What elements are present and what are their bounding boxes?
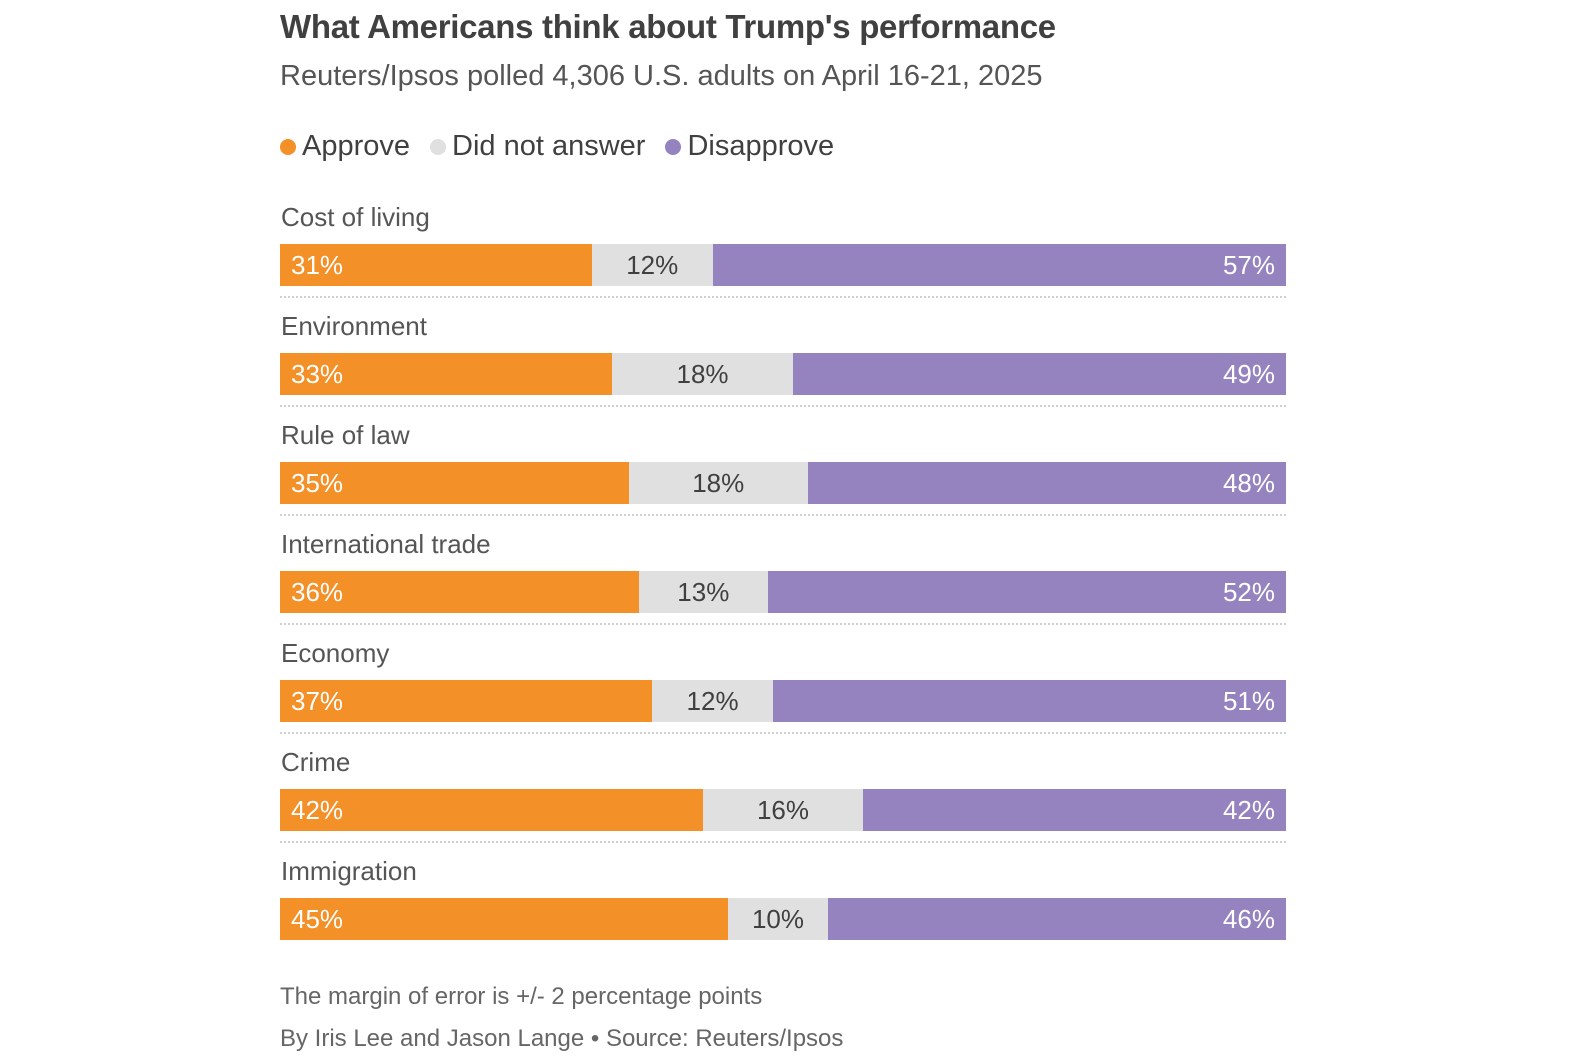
data-label: 18% (692, 468, 745, 498)
chart-title: What Americans think about Trump's perfo… (280, 8, 1056, 45)
data-label: 33% (291, 359, 344, 389)
disapprove-segment: 48% (807, 462, 1286, 504)
legend: Approve Did not answer Disapprove (280, 130, 854, 163)
did-not-answer-segment: 12% (591, 244, 713, 286)
approve-segment: 36% (280, 571, 639, 613)
stacked-bar: 45% 10% 46% (280, 898, 1286, 940)
data-label: 10% (751, 904, 805, 934)
row-divider (280, 405, 1286, 407)
row-divider (280, 841, 1286, 843)
did-not-answer-segment: 13% (638, 571, 769, 613)
data-label: 31% (291, 250, 344, 280)
footnote: The margin of error is +/- 2 percentage … (280, 983, 763, 1010)
stacked-bar: 33% 18% 49% (280, 353, 1286, 395)
data-label: 52% (1222, 577, 1275, 607)
disapprove-segment: 49% (793, 353, 1286, 395)
stacked-bar: 35% 18% 48% (280, 462, 1286, 504)
data-label: 35% (291, 468, 344, 498)
approve-segment: 35% (280, 462, 629, 504)
disapprove-segment: 52% (768, 571, 1286, 613)
approve-segment: 31% (280, 244, 592, 286)
did-not-answer-segment: 18% (611, 353, 794, 395)
row-divider (280, 296, 1286, 298)
category-label: Economy (281, 638, 390, 668)
did-not-answer-segment: 18% (628, 462, 808, 504)
approve-segment: 37% (280, 680, 653, 722)
data-label: 16% (756, 795, 810, 825)
bar-row: Immigration 45% 10% 46% (280, 854, 1286, 963)
data-label: 18% (676, 359, 729, 389)
chart-subtitle: Reuters/Ipsos polled 4,306 U.S. adults o… (280, 60, 1043, 92)
disapprove-segment: 42% (863, 789, 1286, 831)
disapprove-segment: 46% (827, 898, 1286, 940)
category-label: Rule of law (281, 420, 410, 450)
bar-row: International trade 36% 13% 52% (280, 527, 1286, 636)
bar-rows: Cost of living 31% 12% 57% Environment 33% 18%… (280, 200, 1286, 963)
approve-segment: 42% (280, 789, 703, 831)
legend-dot-icon (430, 138, 447, 155)
stacked-bar: 37% 12% 51% (280, 680, 1286, 722)
stacked-bar: 36% 13% 52% (280, 571, 1286, 613)
data-label: 42% (1222, 795, 1275, 825)
stacked-bar: 42% 16% 42% (280, 789, 1286, 831)
data-label: 57% (1222, 250, 1275, 280)
data-label: 13% (677, 577, 730, 607)
bar-row: Crime 42% 16% 42% (280, 745, 1286, 854)
approve-segment: 45% (280, 898, 729, 940)
category-label: Cost of living (281, 202, 430, 232)
bar-row: Cost of living 31% 12% 57% (280, 200, 1286, 309)
did-not-answer-segment: 16% (702, 789, 864, 831)
byline: By Iris Lee and Jason Lange • Source: Re… (280, 1025, 844, 1052)
approve-segment: 33% (280, 353, 612, 395)
did-not-answer-segment: 10% (728, 898, 828, 940)
data-label: 37% (291, 686, 344, 716)
disapprove-segment: 51% (772, 680, 1286, 722)
data-label: 12% (626, 250, 679, 280)
legend-item-disapprove: Disapprove (665, 130, 834, 163)
legend-item-approve: Approve (280, 130, 410, 163)
data-label: 36% (291, 577, 344, 607)
data-label: 48% (1222, 468, 1275, 498)
row-divider (280, 732, 1286, 734)
legend-label: Disapprove (687, 130, 835, 162)
legend-dot-icon (280, 138, 296, 155)
legend-label: Did not answer (452, 130, 646, 162)
row-divider (280, 514, 1286, 516)
legend-dot-icon (665, 138, 682, 155)
data-label: 49% (1222, 359, 1275, 389)
data-label: 12% (686, 686, 739, 716)
bar-row: Rule of law 35% 18% 48% (280, 418, 1286, 527)
data-label: 46% (1222, 904, 1275, 934)
category-label: Environment (281, 311, 427, 341)
data-label: 45% (291, 904, 344, 934)
data-label: 51% (1222, 686, 1275, 716)
data-label: 42% (291, 795, 344, 825)
disapprove-segment: 57% (712, 244, 1286, 286)
did-not-answer-segment: 12% (652, 680, 773, 722)
category-label: Immigration (281, 856, 417, 886)
category-label: Crime (281, 747, 351, 777)
category-label: International trade (281, 529, 491, 559)
legend-label: Approve (302, 130, 411, 162)
bar-row: Economy 37% 12% 51% (280, 636, 1286, 745)
stacked-bar: 31% 12% 57% (280, 244, 1286, 286)
bar-row: Environment 33% 18% 49% (280, 309, 1286, 418)
row-divider (280, 623, 1286, 625)
legend-item-did-not-answer: Did not answer (430, 130, 645, 163)
